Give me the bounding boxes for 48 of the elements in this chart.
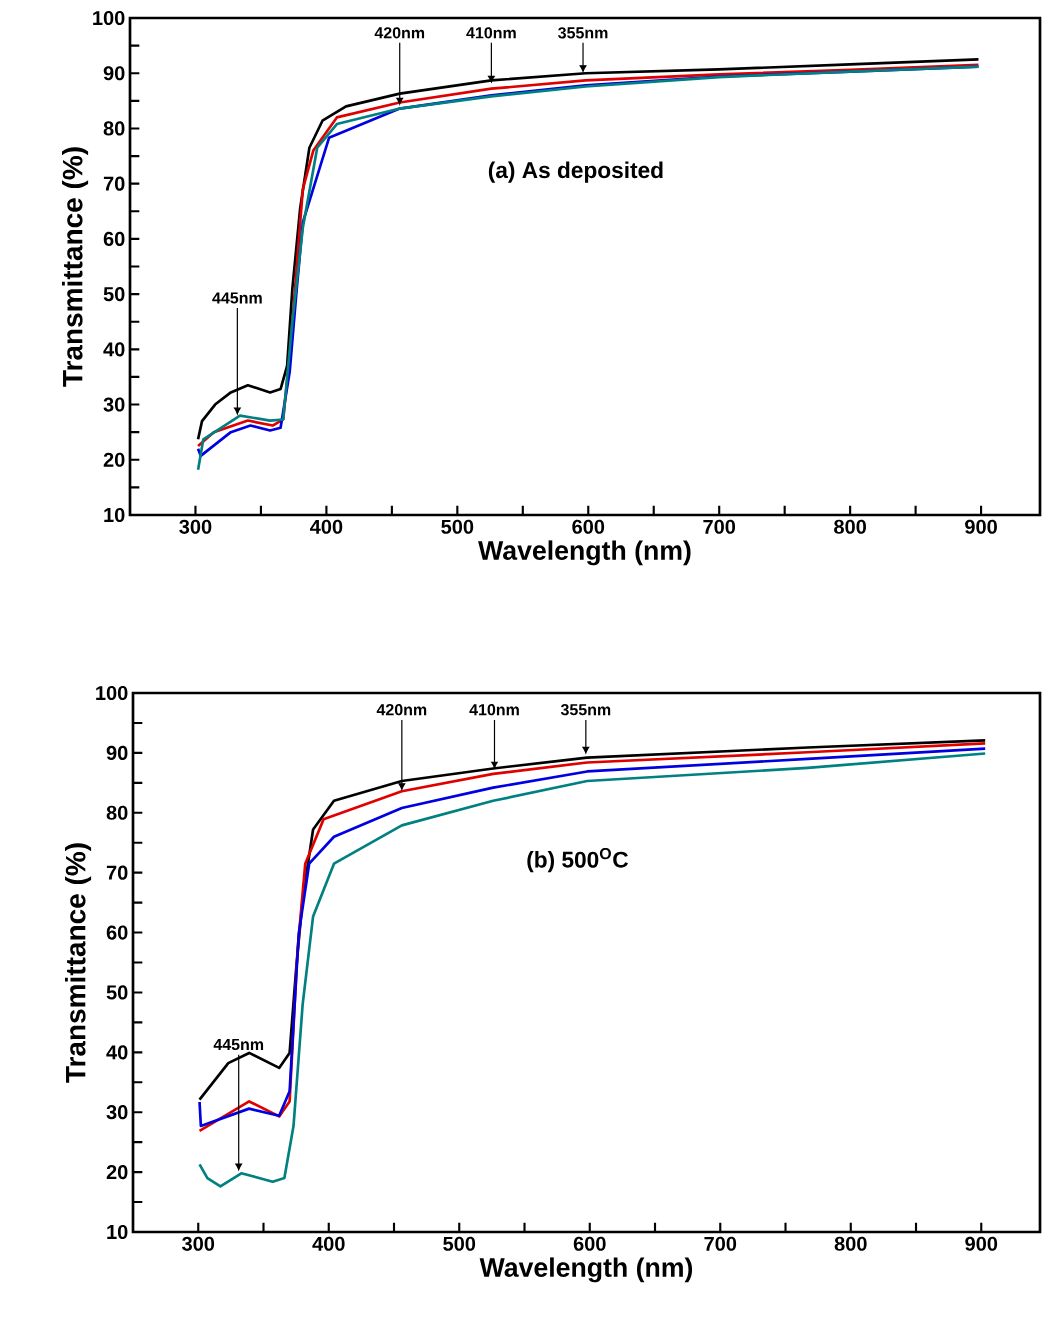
text: (a) As deposited — [488, 161, 663, 183]
x-tick-label: 500 — [441, 519, 474, 534]
annotation: 445nm — [213, 1038, 264, 1051]
annotation: 355nm — [560, 704, 611, 716]
x-tick-label: 400 — [312, 1236, 345, 1251]
x-tick-label: 600 — [573, 1236, 606, 1251]
y-tick-label: 90 — [106, 745, 128, 760]
annotation: 410nm — [469, 704, 519, 716]
y-tick-label: 50 — [103, 287, 125, 302]
y-axis-title: Transmittance (%) — [65, 843, 92, 1083]
y-tick-label: 10 — [107, 1224, 128, 1240]
x-tick-label: 300 — [182, 1236, 215, 1251]
y-tick-label: 70 — [106, 865, 128, 880]
y-tick-label: 20 — [103, 452, 125, 467]
y-tick-label: 30 — [106, 1105, 128, 1120]
y-tick-label: 40 — [106, 1045, 128, 1060]
y-tick-label: 100 — [93, 10, 125, 26]
text: (b) 500$^{O}$C — [527, 848, 629, 873]
x-tick-label: 700 — [704, 1236, 737, 1251]
x-tick-label: 400 — [310, 519, 343, 534]
x-tick-label: 800 — [834, 1236, 867, 1251]
x-tick-label: 600 — [572, 519, 605, 534]
y-tick-label: 90 — [103, 66, 125, 81]
y-tick-label: 60 — [103, 231, 125, 246]
annotation: 355nm — [558, 27, 608, 39]
x-tick-label: 300 — [179, 519, 212, 534]
y-tick-label: 30 — [103, 397, 125, 412]
x-tick-label: 500 — [443, 1236, 476, 1251]
x-tick-label: 900 — [965, 1236, 998, 1251]
x-tick-label: 900 — [965, 519, 997, 534]
y-axis-title: Transmittance (%) — [62, 147, 89, 387]
x-tick-label: 800 — [834, 519, 866, 534]
x-axis-title: Wavelength (nm) — [479, 1257, 693, 1283]
y-tick-label: 70 — [103, 176, 125, 191]
y-tick-label: 40 — [103, 342, 125, 357]
y-tick-label: 80 — [103, 121, 125, 136]
annotation: 420nm — [376, 704, 427, 716]
annotation: 420nm — [374, 27, 425, 39]
x-axis-title: Wavelength (nm) — [478, 540, 691, 566]
y-tick-label: 10 — [104, 507, 125, 523]
x-tick-label: 700 — [703, 519, 736, 534]
y-tick-label: 20 — [106, 1165, 128, 1180]
y-tick-label: 50 — [106, 985, 128, 1000]
annotation: 445nm — [212, 292, 262, 304]
annotation: 410nm — [466, 27, 516, 39]
y-tick-label: 80 — [106, 805, 128, 820]
y-tick-label: 100 — [96, 685, 128, 701]
y-tick-label: 60 — [106, 925, 128, 940]
